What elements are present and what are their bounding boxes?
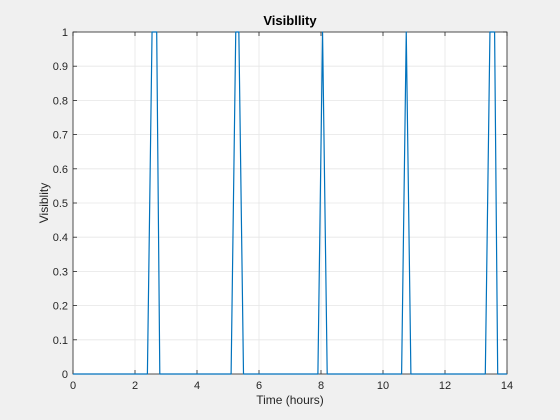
y-tick-label: 0.3 bbox=[53, 266, 68, 278]
x-tick-label: 8 bbox=[318, 380, 324, 392]
y-axis-label: Visiblity bbox=[37, 183, 51, 223]
y-tick-label: 0.2 bbox=[53, 301, 68, 313]
y-tick-label: 1 bbox=[62, 27, 68, 39]
x-tick-labels: 0 2 4 6 8 10 12 14 bbox=[70, 380, 513, 392]
y-tick-label: 0.6 bbox=[53, 164, 68, 176]
series-layer bbox=[73, 31, 507, 375]
y-tick-label: 0.1 bbox=[53, 335, 68, 347]
x-tick-label: 4 bbox=[194, 380, 200, 392]
x-tick-label: 0 bbox=[70, 380, 76, 392]
y-tick-label: 0.7 bbox=[53, 130, 68, 142]
y-tick-labels: 0 0.1 0.2 0.3 0.4 0.5 0.6 0.7 0.8 0.9 1 bbox=[53, 27, 68, 381]
y-tick-label: 0.8 bbox=[53, 95, 68, 107]
y-tick-label: 0.9 bbox=[53, 61, 68, 73]
y-tick-label: 0.4 bbox=[53, 232, 68, 244]
x-tick-label: 6 bbox=[256, 380, 262, 392]
x-tick-label: 2 bbox=[132, 380, 138, 392]
x-tick-label: 14 bbox=[501, 380, 513, 392]
y-tick-label: 0.5 bbox=[53, 198, 68, 210]
y-tick-label: 0 bbox=[62, 369, 68, 381]
visibility-series-line bbox=[73, 31, 507, 375]
chart-title: Visibllity bbox=[263, 13, 317, 28]
x-axis-label: Time (hours) bbox=[256, 393, 324, 407]
x-tick-label: 10 bbox=[377, 380, 389, 392]
x-tick-label: 12 bbox=[439, 380, 451, 392]
